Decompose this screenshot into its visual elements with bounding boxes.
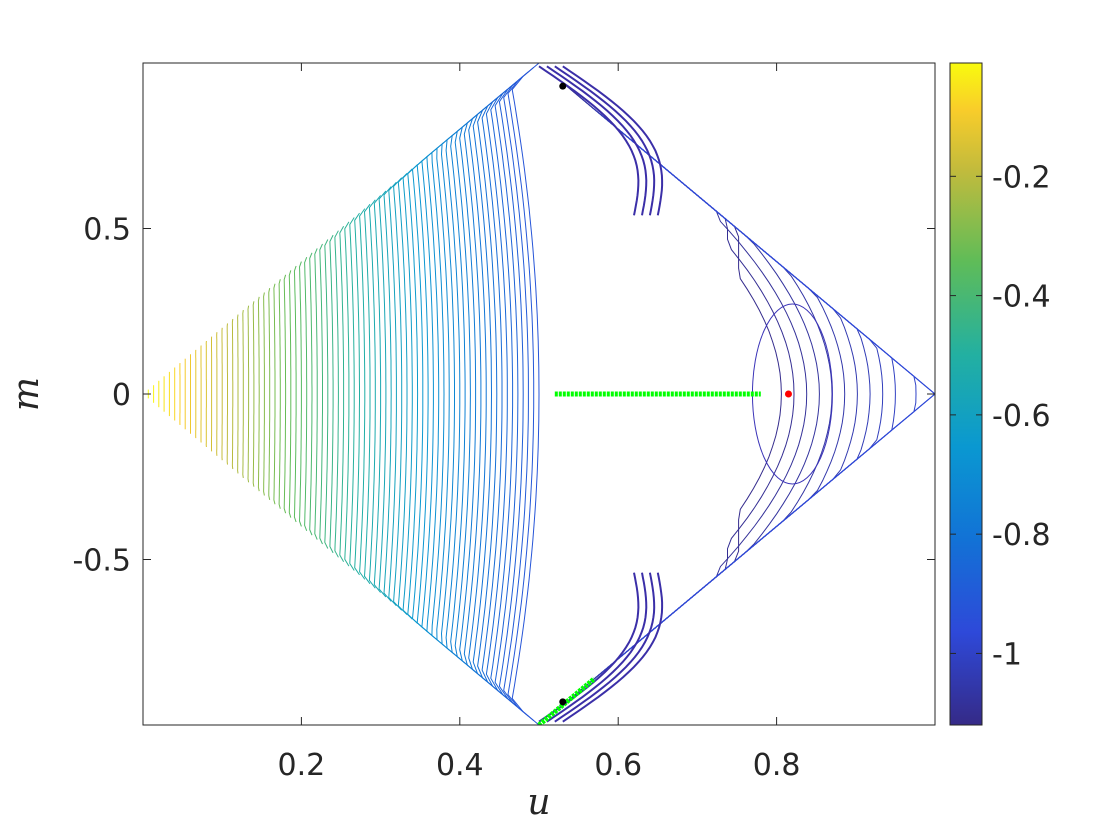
marker-point — [559, 82, 567, 90]
contour-line — [242, 310, 244, 478]
contour-line — [485, 89, 508, 699]
contour-line — [459, 115, 477, 673]
contour-line — [498, 75, 524, 713]
contour-line — [611, 123, 896, 665]
contour-line — [445, 128, 461, 660]
contour-line — [546, 572, 648, 723]
contour-line — [511, 63, 540, 725]
contour-line — [319, 243, 323, 545]
contour-line — [416, 155, 429, 633]
contour-line — [594, 108, 858, 680]
contour-line — [562, 65, 664, 216]
contour-line — [472, 102, 493, 686]
contour-line — [426, 146, 440, 642]
markers — [559, 82, 792, 706]
contour-line — [354, 212, 360, 576]
contour-line — [431, 142, 445, 646]
contour-line — [623, 133, 935, 655]
contour-line — [494, 80, 519, 708]
contour-line — [363, 203, 371, 585]
contour-lines — [147, 63, 935, 725]
x-axis-label: u — [527, 782, 550, 823]
contour-line — [349, 217, 355, 571]
colorbar-tick-label: -1 — [992, 637, 1022, 672]
colorbar-tick-label: -0.8 — [992, 518, 1051, 553]
contour-line — [397, 172, 408, 616]
contour-line — [288, 270, 292, 518]
colorbar-ticks: -1 -0.8 -0.6 -0.4 -0.2 — [950, 160, 1051, 672]
x-axis-ticks: 0.2 0.4 0.6 0.8 — [278, 63, 801, 783]
y-axis-ticks: -0.5 0 0.5 — [72, 213, 935, 579]
contour-line — [388, 181, 397, 607]
contour-line — [293, 265, 297, 523]
contour-line — [635, 143, 935, 645]
contour-line — [383, 186, 392, 602]
x-tick-label: 0.8 — [753, 748, 801, 783]
x-tick-label: 0.2 — [278, 748, 326, 783]
contour-line — [334, 230, 339, 558]
contour-line — [252, 301, 255, 487]
contour-line — [393, 177, 403, 611]
contour-line — [450, 124, 466, 664]
contour-line — [538, 65, 640, 216]
contour-line — [546, 65, 648, 216]
contour-line — [329, 234, 334, 554]
contour-line — [421, 150, 434, 638]
contour-line — [503, 71, 529, 717]
contour-line — [440, 133, 455, 655]
contour-line — [314, 248, 318, 540]
colorbar-tick-label: -0.6 — [992, 399, 1051, 434]
contour-line — [490, 84, 514, 704]
contour-line — [309, 252, 313, 536]
contour-line — [273, 283, 276, 505]
contour-line — [463, 111, 482, 677]
contour-line — [402, 168, 413, 620]
contour-line — [324, 239, 329, 549]
green-paths — [537, 391, 761, 725]
contour-line — [477, 97, 498, 691]
contour-line — [562, 572, 664, 723]
contour-line — [283, 274, 287, 514]
contour-line — [263, 292, 265, 496]
x-tick-label: 0.6 — [594, 748, 642, 783]
y-tick-label: -0.5 — [72, 544, 131, 579]
y-axis-label: m — [6, 377, 47, 411]
contour-line — [378, 190, 387, 598]
contour-line — [411, 159, 424, 629]
contour-line — [368, 199, 376, 589]
contour-line — [339, 226, 345, 562]
contour-line — [373, 195, 382, 593]
contour-line — [304, 257, 308, 531]
colorbar-tick-label: -0.2 — [992, 160, 1051, 195]
y-tick-label: 0 — [112, 378, 131, 413]
colorbar-tick-label: -0.4 — [992, 280, 1051, 315]
contour-line — [481, 93, 503, 695]
y-tick-label: 0.5 — [83, 213, 131, 248]
contour-line — [468, 106, 487, 682]
contour-line — [298, 261, 302, 527]
contour-line — [507, 67, 535, 721]
contour-line — [554, 572, 656, 723]
contour-line — [454, 120, 471, 668]
marker-point — [559, 698, 567, 706]
contour-line — [268, 287, 271, 501]
colorbar — [949, 62, 983, 726]
contour-line — [554, 65, 656, 216]
contour-line — [257, 296, 260, 492]
contour-line — [436, 137, 450, 651]
contour-line — [359, 208, 366, 580]
x-tick-label: 0.4 — [436, 748, 484, 783]
marker-point — [784, 390, 792, 398]
contour-line — [247, 305, 250, 483]
contour-line — [278, 279, 281, 509]
contour-line — [407, 164, 419, 624]
green-path — [537, 676, 597, 725]
contour-line — [344, 221, 350, 567]
